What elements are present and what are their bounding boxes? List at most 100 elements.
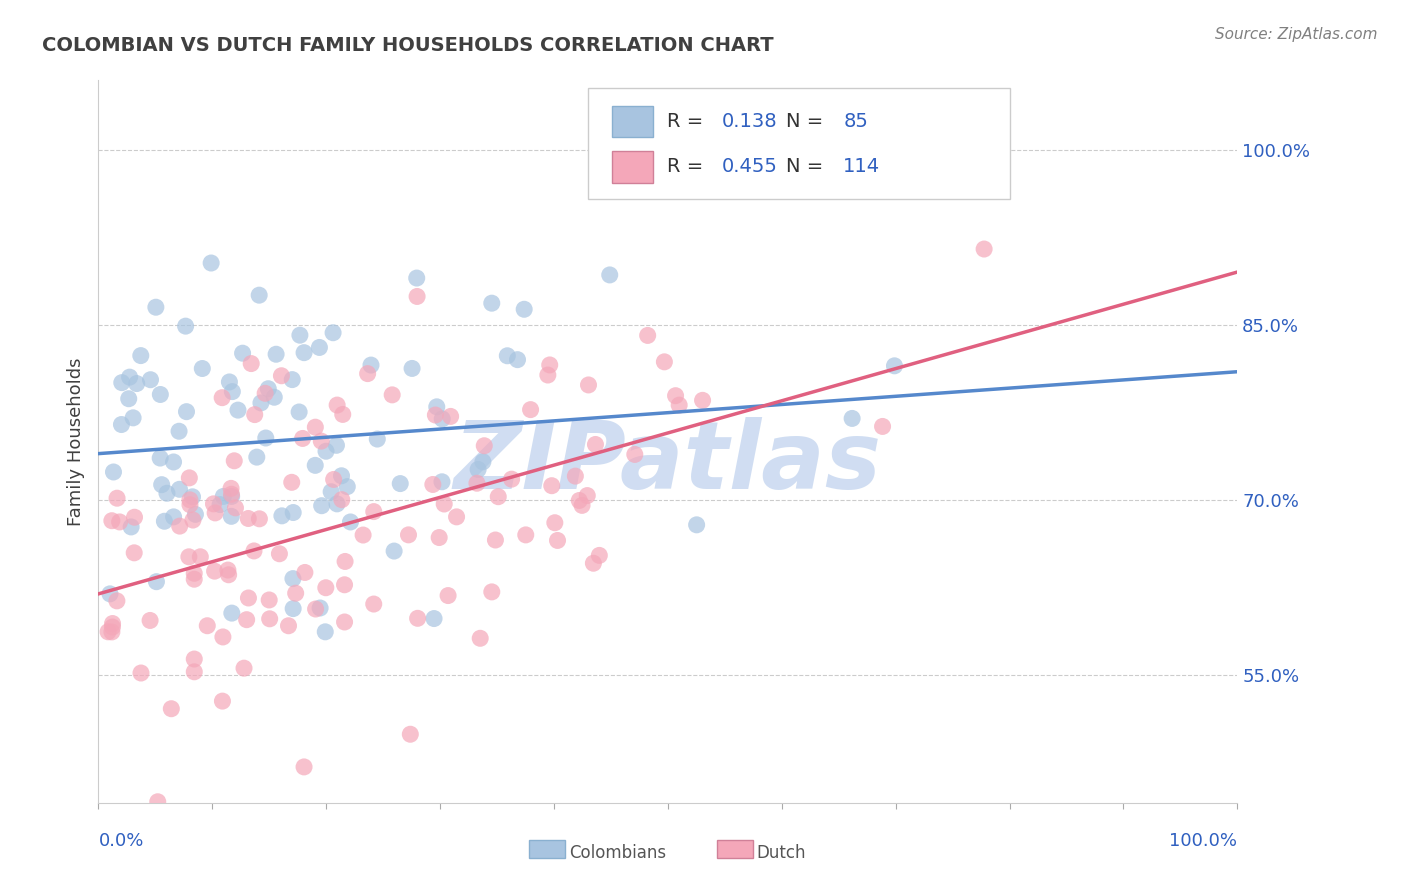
Point: [336, 480, 359, 494]
Text: ZIPatlas: ZIPatlas: [454, 417, 882, 509]
Point: [326, 497, 349, 511]
Point: [664, 389, 686, 403]
Point: [181, 490, 204, 504]
Point: [181, 513, 204, 527]
Point: [101, 514, 124, 528]
Point: [270, 368, 292, 383]
Point: [226, 403, 249, 417]
Point: [238, 591, 260, 605]
Text: N =: N =: [786, 112, 830, 131]
Point: [149, 387, 172, 401]
Point: [439, 409, 461, 424]
Point: [506, 352, 529, 367]
Point: [162, 455, 184, 469]
Point: [221, 606, 243, 620]
FancyBboxPatch shape: [612, 151, 652, 183]
Point: [246, 450, 269, 464]
Point: [139, 614, 162, 628]
Point: [481, 296, 503, 310]
Point: [588, 549, 610, 563]
Point: [212, 490, 235, 504]
Point: [432, 412, 454, 426]
Point: [183, 566, 205, 581]
Point: [179, 498, 201, 512]
Point: [224, 454, 246, 468]
Text: 0.455: 0.455: [721, 158, 778, 177]
Point: [101, 624, 124, 639]
Point: [183, 652, 205, 666]
Point: [118, 370, 141, 384]
Point: [322, 473, 344, 487]
Point: [97, 624, 120, 639]
Point: [309, 601, 332, 615]
Point: [422, 477, 444, 491]
Point: [283, 506, 305, 520]
Text: 100.0%: 100.0%: [1170, 831, 1237, 850]
Point: [547, 533, 569, 548]
Point: [637, 328, 659, 343]
Point: [264, 347, 287, 361]
Point: [585, 437, 607, 451]
Point: [568, 493, 591, 508]
Point: [321, 484, 343, 499]
Point: [352, 528, 374, 542]
Point: [405, 271, 427, 285]
Point: [470, 632, 492, 646]
Point: [333, 554, 356, 568]
Point: [176, 405, 198, 419]
Point: [156, 486, 179, 500]
Point: [281, 373, 304, 387]
FancyBboxPatch shape: [717, 839, 754, 858]
Point: [685, 517, 707, 532]
Point: [381, 388, 404, 402]
Point: [188, 549, 211, 564]
Point: [406, 611, 429, 625]
Point: [160, 702, 183, 716]
Point: [240, 357, 263, 371]
Point: [247, 288, 270, 302]
Point: [315, 444, 337, 458]
Point: [339, 515, 361, 529]
Point: [366, 432, 388, 446]
Point: [218, 567, 240, 582]
Point: [221, 384, 243, 399]
Point: [204, 506, 226, 520]
Point: [111, 376, 134, 390]
Point: [283, 601, 305, 615]
Point: [430, 475, 453, 489]
Point: [98, 587, 121, 601]
Point: [101, 616, 124, 631]
Point: [269, 547, 291, 561]
Text: Source: ZipAtlas.com: Source: ZipAtlas.com: [1215, 27, 1378, 42]
Point: [973, 242, 995, 256]
Point: [406, 289, 429, 303]
Point: [110, 417, 132, 432]
Point: [292, 760, 315, 774]
Point: [333, 615, 356, 629]
Point: [153, 514, 176, 528]
Point: [179, 492, 201, 507]
Point: [654, 355, 676, 369]
Point: [212, 630, 235, 644]
Point: [330, 468, 353, 483]
Point: [363, 597, 385, 611]
Point: [304, 602, 326, 616]
Point: [221, 509, 243, 524]
Point: [841, 411, 863, 425]
Point: [544, 516, 567, 530]
Point: [333, 578, 356, 592]
Point: [363, 505, 385, 519]
Point: [472, 439, 495, 453]
Point: [224, 500, 246, 515]
Point: [259, 612, 281, 626]
Point: [288, 328, 311, 343]
Text: 85: 85: [844, 112, 868, 131]
Point: [191, 361, 214, 376]
Point: [389, 476, 412, 491]
Point: [122, 546, 145, 560]
Point: [169, 519, 191, 533]
Point: [501, 472, 523, 486]
Point: [177, 549, 200, 564]
Point: [105, 594, 128, 608]
Point: [330, 492, 353, 507]
